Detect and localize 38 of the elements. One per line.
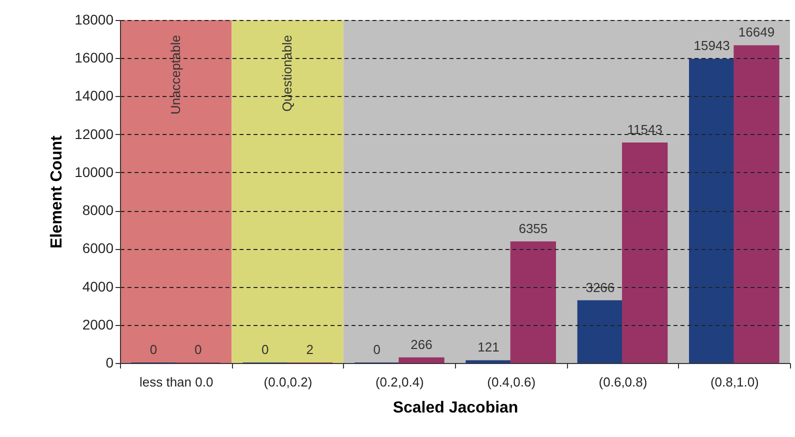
y-tick-label: 10000	[74, 164, 114, 180]
x-tick-label: (0.6,0.8)	[598, 374, 648, 390]
data-label: 0	[194, 342, 202, 357]
bar	[466, 360, 512, 364]
bar	[398, 357, 444, 364]
band-label: Unacceptable	[168, 35, 183, 114]
data-label: 0	[373, 342, 380, 357]
data-label: 15943	[694, 38, 730, 54]
bar	[622, 142, 668, 364]
bar	[577, 300, 623, 364]
x-axis-title: Scaled Jacobian	[392, 400, 518, 416]
data-label: 6355	[518, 220, 548, 236]
y-axis-title: Element Count	[48, 134, 66, 248]
data-label: 266	[410, 336, 432, 352]
x-tick-label: (0.4,0.6)	[487, 374, 536, 390]
x-tick-label: (0.8,1.0)	[710, 374, 759, 390]
y-tick-label: 2000	[82, 316, 114, 332]
bar	[689, 58, 735, 364]
data-label: 0	[150, 342, 158, 357]
y-tick-label: 8000	[82, 202, 114, 218]
y-tick-label: 0	[106, 354, 114, 370]
y-tick-label: 6000	[82, 240, 114, 256]
y-tick-label: 4000	[82, 278, 114, 294]
y-tick-label: 12000	[74, 126, 114, 142]
data-label: 11543	[627, 122, 662, 138]
x-tick-label: (0.0,0.2)	[264, 374, 312, 390]
x-tick-label: less than 0.0	[139, 374, 214, 390]
y-tick-label: 14000	[74, 88, 114, 104]
data-label: 2	[306, 342, 314, 357]
band-label: Questionable	[280, 35, 294, 112]
bar	[734, 45, 780, 364]
y-tick-label: 16000	[74, 50, 114, 66]
y-tick-label: 18000	[74, 12, 114, 28]
x-tick-label: (0.2,0.4)	[375, 374, 424, 390]
data-label: 16649	[738, 24, 775, 40]
bar	[510, 241, 556, 364]
data-label: 121	[478, 340, 500, 355]
data-label: 0	[262, 342, 269, 357]
